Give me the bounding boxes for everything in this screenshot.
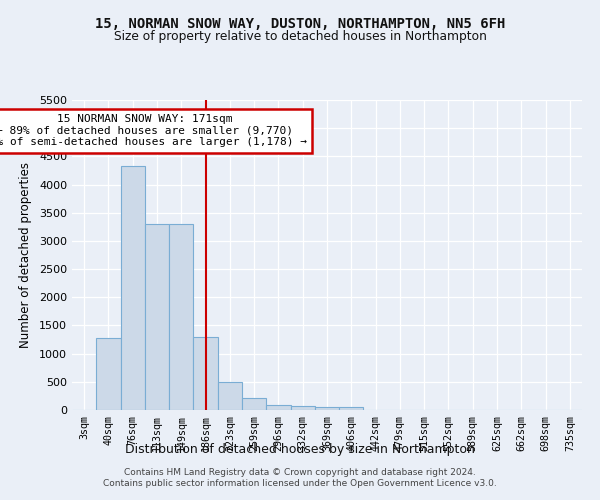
Bar	[145, 224, 169, 410]
Bar	[96, 338, 121, 410]
Text: Distribution of detached houses by size in Northampton: Distribution of detached houses by size …	[125, 442, 475, 456]
Text: Size of property relative to detached houses in Northampton: Size of property relative to detached ho…	[113, 30, 487, 43]
Text: 15 NORMAN SNOW WAY: 171sqm
← 89% of detached houses are smaller (9,770)
11% of s: 15 NORMAN SNOW WAY: 171sqm ← 89% of deta…	[0, 114, 307, 148]
Bar	[315, 407, 339, 410]
Text: 15, NORMAN SNOW WAY, DUSTON, NORTHAMPTON, NN5 6FH: 15, NORMAN SNOW WAY, DUSTON, NORTHAMPTON…	[95, 18, 505, 32]
Bar	[290, 406, 315, 410]
Bar	[193, 338, 218, 410]
Bar	[242, 398, 266, 410]
Bar	[218, 382, 242, 410]
Bar	[121, 166, 145, 410]
Bar	[339, 407, 364, 410]
Y-axis label: Number of detached properties: Number of detached properties	[19, 162, 32, 348]
Bar	[266, 405, 290, 410]
Bar	[169, 224, 193, 410]
Text: Contains HM Land Registry data © Crown copyright and database right 2024.
Contai: Contains HM Land Registry data © Crown c…	[103, 468, 497, 487]
